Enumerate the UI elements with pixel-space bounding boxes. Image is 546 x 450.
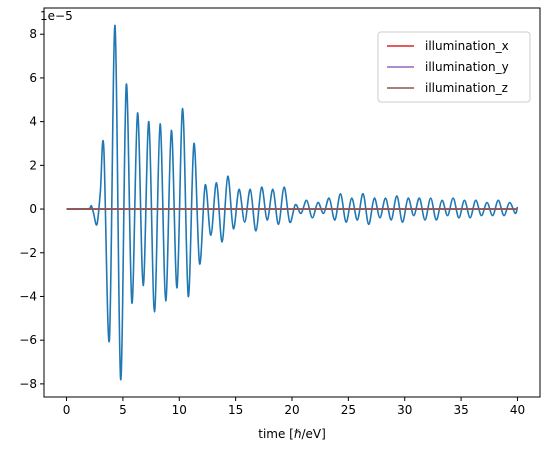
x-tick-label: 20 bbox=[284, 403, 299, 417]
signal-line bbox=[66, 24, 519, 381]
x-tick-label: 15 bbox=[228, 403, 243, 417]
x-axis: 0 5 10 15 20 25 30 35 40 bbox=[63, 397, 525, 417]
x-tick-label: 0 bbox=[63, 403, 71, 417]
y-tick-label: 0 bbox=[29, 202, 37, 216]
legend-box bbox=[377, 31, 531, 103]
legend-entry-illumination-x: illumination_x bbox=[425, 39, 509, 53]
y-tick-label: −2 bbox=[19, 246, 37, 260]
y-tick-label: −6 bbox=[19, 333, 37, 347]
y-tick-label: 6 bbox=[29, 71, 37, 85]
x-tick-label: 30 bbox=[397, 403, 412, 417]
legend-entry-illumination-y: illumination_y bbox=[425, 60, 509, 74]
y-tick-label: 8 bbox=[29, 27, 37, 41]
x-axis-label: time [ℏ/eV] bbox=[258, 427, 326, 441]
series-layer bbox=[66, 24, 519, 381]
x-tick-label: 35 bbox=[453, 403, 468, 417]
legend-entry-illumination-z: illumination_z bbox=[425, 81, 508, 95]
y-axis: −8 −6 −4 −2 0 2 4 6 8 bbox=[19, 27, 44, 391]
y-tick-label: 4 bbox=[29, 115, 37, 129]
x-tick-label: 10 bbox=[172, 403, 187, 417]
y-tick-label: −8 bbox=[19, 377, 37, 391]
y-tick-label: −4 bbox=[19, 289, 37, 303]
x-tick-label: 5 bbox=[119, 403, 127, 417]
y-axis-offset-label: 1e−5 bbox=[40, 9, 73, 23]
x-tick-label: 40 bbox=[510, 403, 525, 417]
plot-area bbox=[66, 24, 519, 381]
y-tick-label: 2 bbox=[29, 158, 37, 172]
legend: illumination_x illumination_y illumination… bbox=[377, 31, 531, 103]
x-tick-label: 25 bbox=[341, 403, 356, 417]
